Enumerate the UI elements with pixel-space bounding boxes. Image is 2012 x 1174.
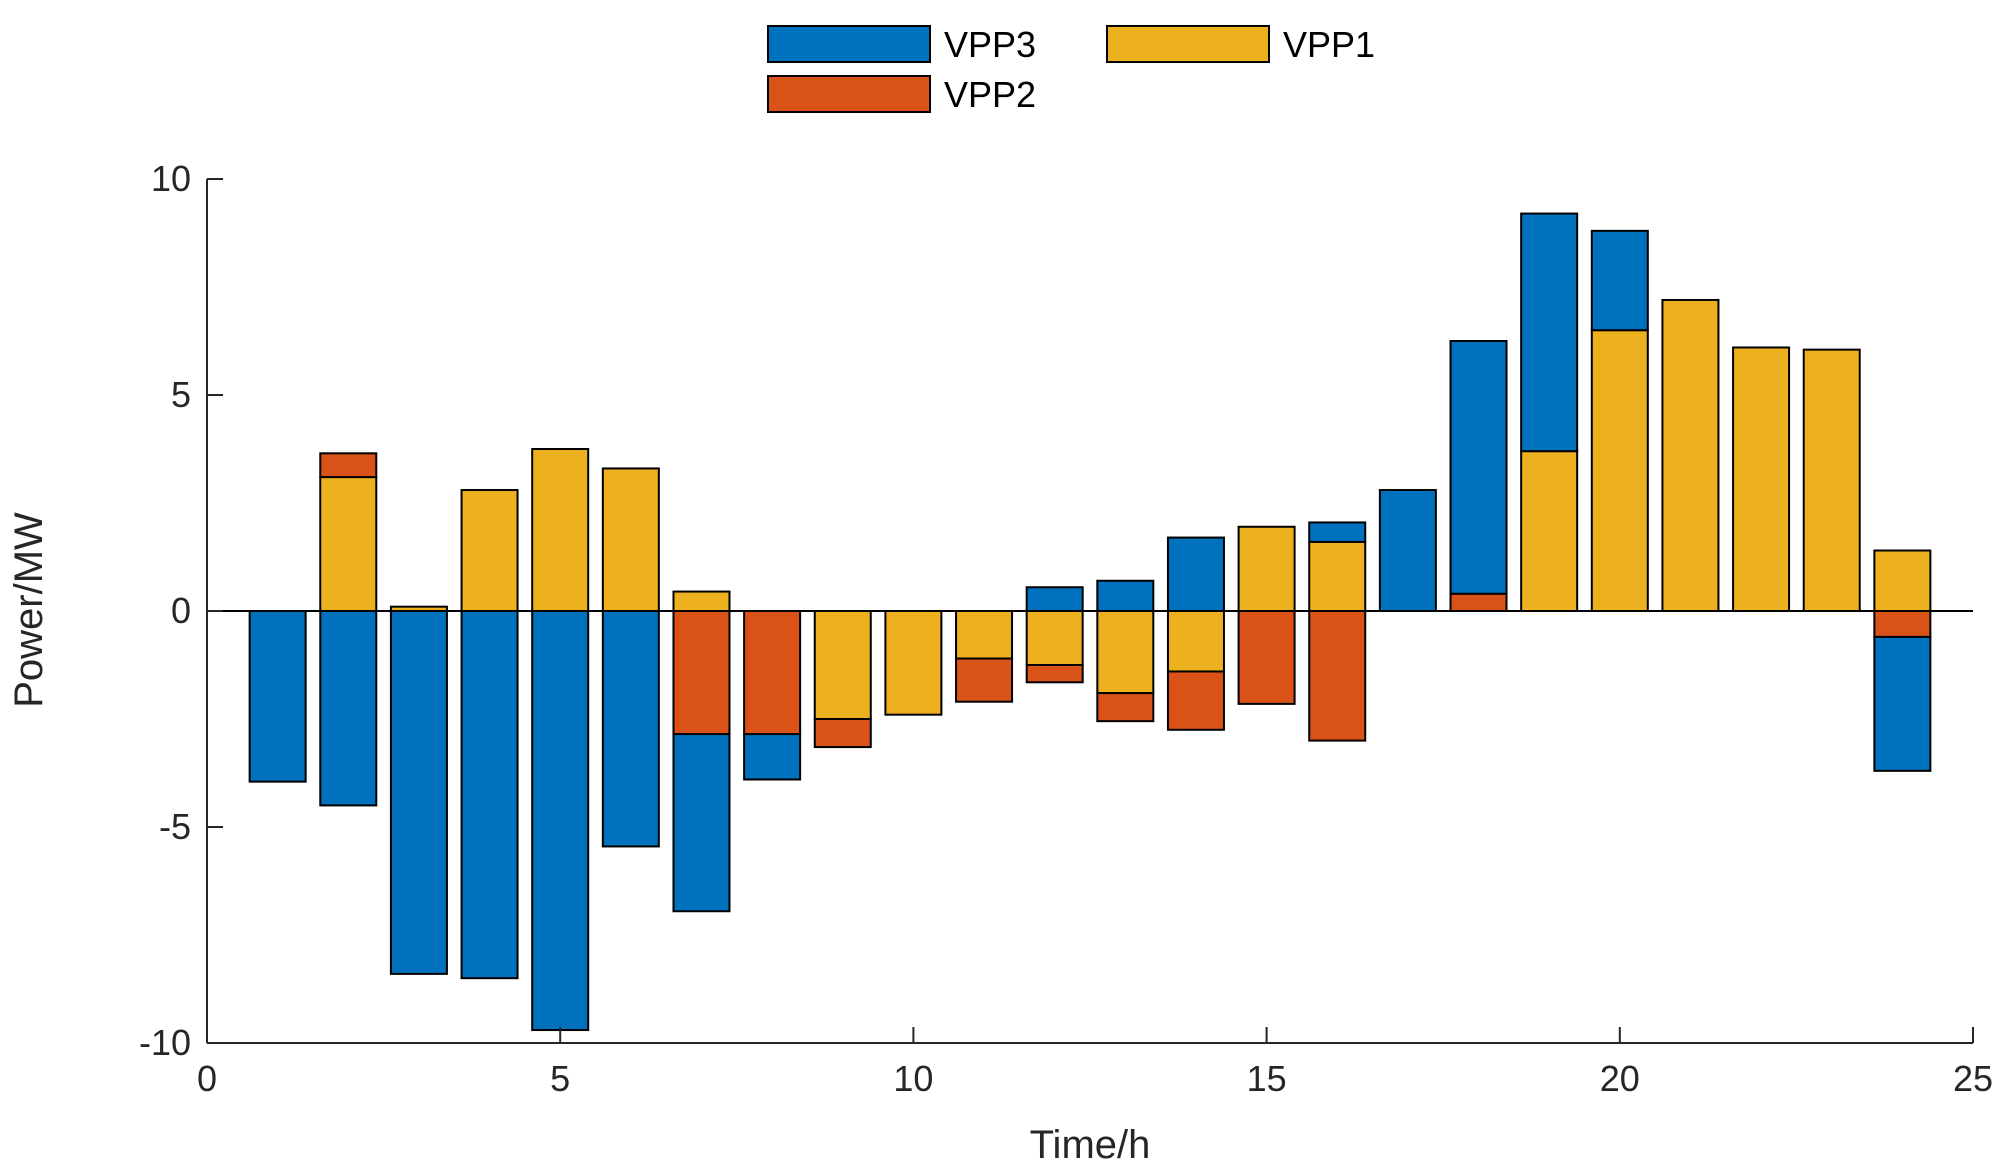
bar-vpp2-h15 xyxy=(1237,610,1296,705)
x-tick-label: 10 xyxy=(893,1058,933,1099)
bar-vpp2-h16 xyxy=(1308,610,1367,742)
bar-vpp1-h21 xyxy=(1661,298,1720,612)
bar-vpp1-h20 xyxy=(1590,329,1649,612)
bar-vpp1-h13 xyxy=(1096,610,1155,695)
bar-vpp1-h16 xyxy=(1308,540,1367,613)
bar-vpp1-h5 xyxy=(531,448,590,612)
bar-vpp2-h11 xyxy=(955,657,1014,703)
bar-vpp3-h2 xyxy=(319,610,378,807)
bar-vpp1-h4 xyxy=(460,489,519,613)
x-axis-title: Time/h xyxy=(1030,1123,1151,1167)
bars-layer xyxy=(248,212,1932,1032)
y-axis-title: Power/MW xyxy=(7,512,51,708)
legend-swatch-vpp2 xyxy=(767,75,931,113)
bar-vpp2-h9 xyxy=(813,718,872,749)
bar-vpp1-h15 xyxy=(1237,525,1296,613)
bar-vpp3-h24 xyxy=(1873,635,1932,772)
legend-label-vpp2: VPP2 xyxy=(944,74,1036,115)
bar-vpp3-h19 xyxy=(1520,212,1579,453)
bar-vpp2-h13 xyxy=(1096,692,1155,723)
axes-layer: -10 -5 0 5 10 0 5 10 15 20 25 xyxy=(139,158,1993,1099)
bar-vpp3-h7 xyxy=(672,733,731,913)
bar-vpp1-h2 xyxy=(319,476,378,612)
bar-vpp3-h18 xyxy=(1449,340,1508,595)
bar-vpp3-h3 xyxy=(389,610,448,975)
bar-vpp1-h9 xyxy=(813,610,872,720)
bar-vpp1-h7 xyxy=(672,590,731,612)
x-tick-label: 20 xyxy=(1600,1058,1640,1099)
bar-vpp1-h23 xyxy=(1802,348,1861,612)
legend-label-vpp3: VPP3 xyxy=(944,24,1036,65)
bar-vpp1-h10 xyxy=(884,610,943,716)
x-tick-label: 0 xyxy=(197,1058,217,1099)
bar-vpp3-h6 xyxy=(601,610,660,848)
legend: VPP3 VPP1 VPP2 xyxy=(767,24,1375,115)
bar-vpp3-h17 xyxy=(1378,489,1437,613)
bar-vpp3-h8 xyxy=(743,733,802,781)
bar-vpp3-h16 xyxy=(1308,521,1367,543)
bar-vpp2-h12 xyxy=(1025,664,1084,684)
y-tick-label: 10 xyxy=(151,158,191,199)
bar-vpp1-h14 xyxy=(1166,610,1225,673)
bar-vpp3-h13 xyxy=(1096,579,1155,613)
legend-swatch-vpp1 xyxy=(1106,25,1270,63)
x-tick-label: 5 xyxy=(550,1058,570,1099)
bar-vpp1-h24 xyxy=(1873,549,1932,613)
bar-vpp3-h12 xyxy=(1025,586,1084,612)
bar-vpp2-h2 xyxy=(319,452,378,479)
bar-vpp2-h24 xyxy=(1873,610,1932,638)
y-tick-label: -10 xyxy=(139,1022,191,1063)
bar-vpp1-h11 xyxy=(955,610,1014,660)
bar-vpp2-h14 xyxy=(1166,670,1225,731)
y-tick-label: 5 xyxy=(171,374,191,415)
x-tick-label: 15 xyxy=(1247,1058,1287,1099)
y-tick-label: 0 xyxy=(171,590,191,631)
bar-vpp1-h12 xyxy=(1025,610,1084,666)
legend-label-vpp1: VPP1 xyxy=(1283,24,1375,65)
bar-vpp1-h22 xyxy=(1732,346,1791,612)
bar-vpp2-h7 xyxy=(672,610,731,736)
bar-vpp2-h18 xyxy=(1449,592,1508,612)
bar-vpp1-h6 xyxy=(601,467,660,612)
bar-vpp2-h8 xyxy=(743,610,802,736)
bar-vpp3-h1 xyxy=(248,610,307,783)
bar-vpp3-h20 xyxy=(1590,229,1649,332)
y-tick-label: -5 xyxy=(159,806,191,847)
bar-vpp3-h14 xyxy=(1166,536,1225,612)
x-tick-label: 25 xyxy=(1953,1058,1993,1099)
legend-swatch-vpp3 xyxy=(767,25,931,63)
bar-vpp3-h5 xyxy=(531,610,590,1032)
bar-vpp3-h4 xyxy=(460,610,519,980)
bar-vpp1-h19 xyxy=(1520,450,1579,612)
